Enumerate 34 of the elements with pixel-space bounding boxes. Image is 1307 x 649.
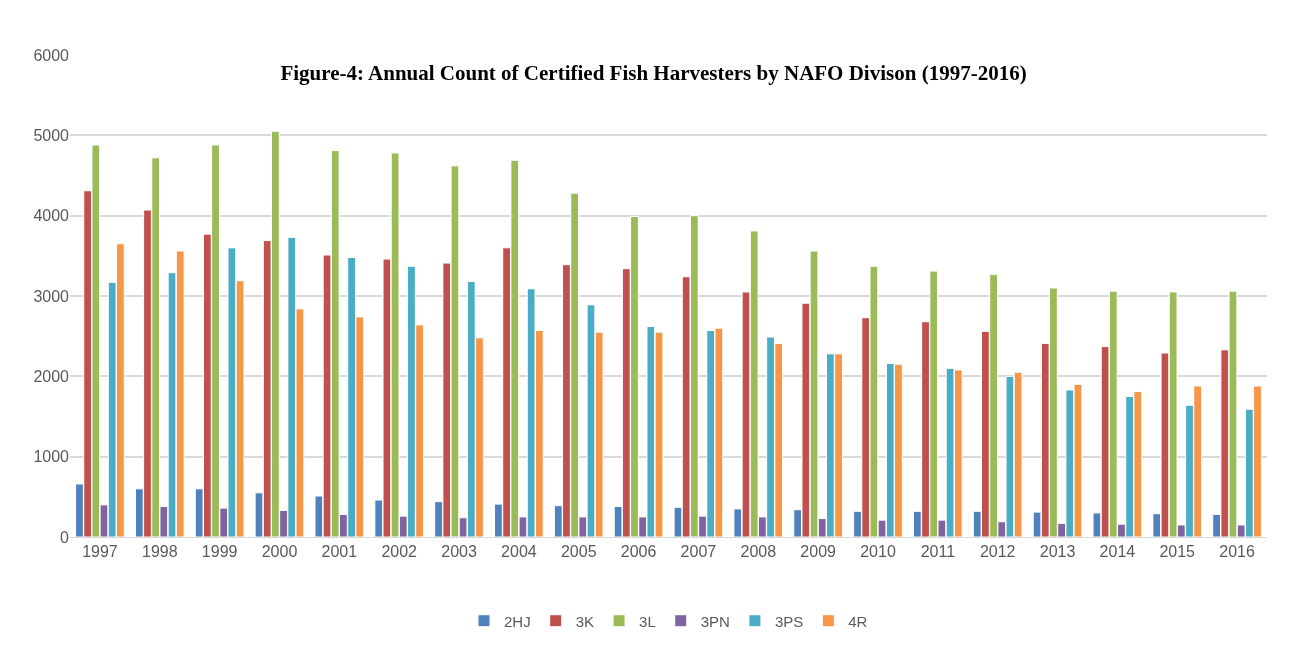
x-tick-label: 2016	[1219, 543, 1255, 561]
x-tick-label: 1997	[82, 543, 118, 561]
x-tick-label: 2015	[1159, 543, 1196, 561]
x-tick-label: 2014	[1099, 543, 1136, 561]
legend-label: 3PN	[700, 612, 730, 630]
x-tick-label: 2006	[620, 543, 657, 561]
x-tick-label: 1998	[141, 543, 178, 561]
y-tick-label: 0	[60, 528, 70, 546]
x-tick-label: 2008	[740, 543, 777, 561]
x-tick-label: 2010	[860, 543, 896, 561]
x-tick-label: 2003	[441, 543, 477, 561]
x-tick-label: 2002	[381, 543, 418, 561]
x-tick-label: 2013	[1039, 543, 1076, 561]
x-tick-label: 2009	[800, 543, 837, 561]
y-tick-label: 3000	[33, 287, 70, 305]
y-tick-label: 6000	[33, 46, 70, 64]
y-tick-label: 5000	[33, 126, 70, 144]
x-tick-label: 2001	[321, 543, 358, 561]
y-tick-label: 1000	[33, 448, 70, 466]
legend-label: 3L	[639, 612, 656, 630]
x-tick-label: 2012	[979, 543, 1016, 561]
x-tick-label: 2004	[501, 543, 537, 561]
legend-label: 3PS	[774, 612, 804, 630]
y-tick-label: 2000	[33, 367, 70, 385]
x-tick-label: 2005	[560, 543, 597, 561]
x-tick-label: 2011	[920, 543, 956, 561]
legend-label: 2HJ	[504, 612, 531, 630]
x-tick-label: 1999	[201, 543, 238, 561]
legend-label: 3K	[575, 612, 595, 630]
x-tick-label: 2000	[261, 543, 298, 561]
x-tick-label: 2007	[680, 543, 717, 561]
legend-label: 4R	[848, 612, 868, 630]
chart-title: Figure-4: Annual Count of Certified Fish Harvesters by NAFO Divison (1997-2016)	[280, 60, 1027, 85]
y-tick-label: 4000	[33, 207, 70, 225]
